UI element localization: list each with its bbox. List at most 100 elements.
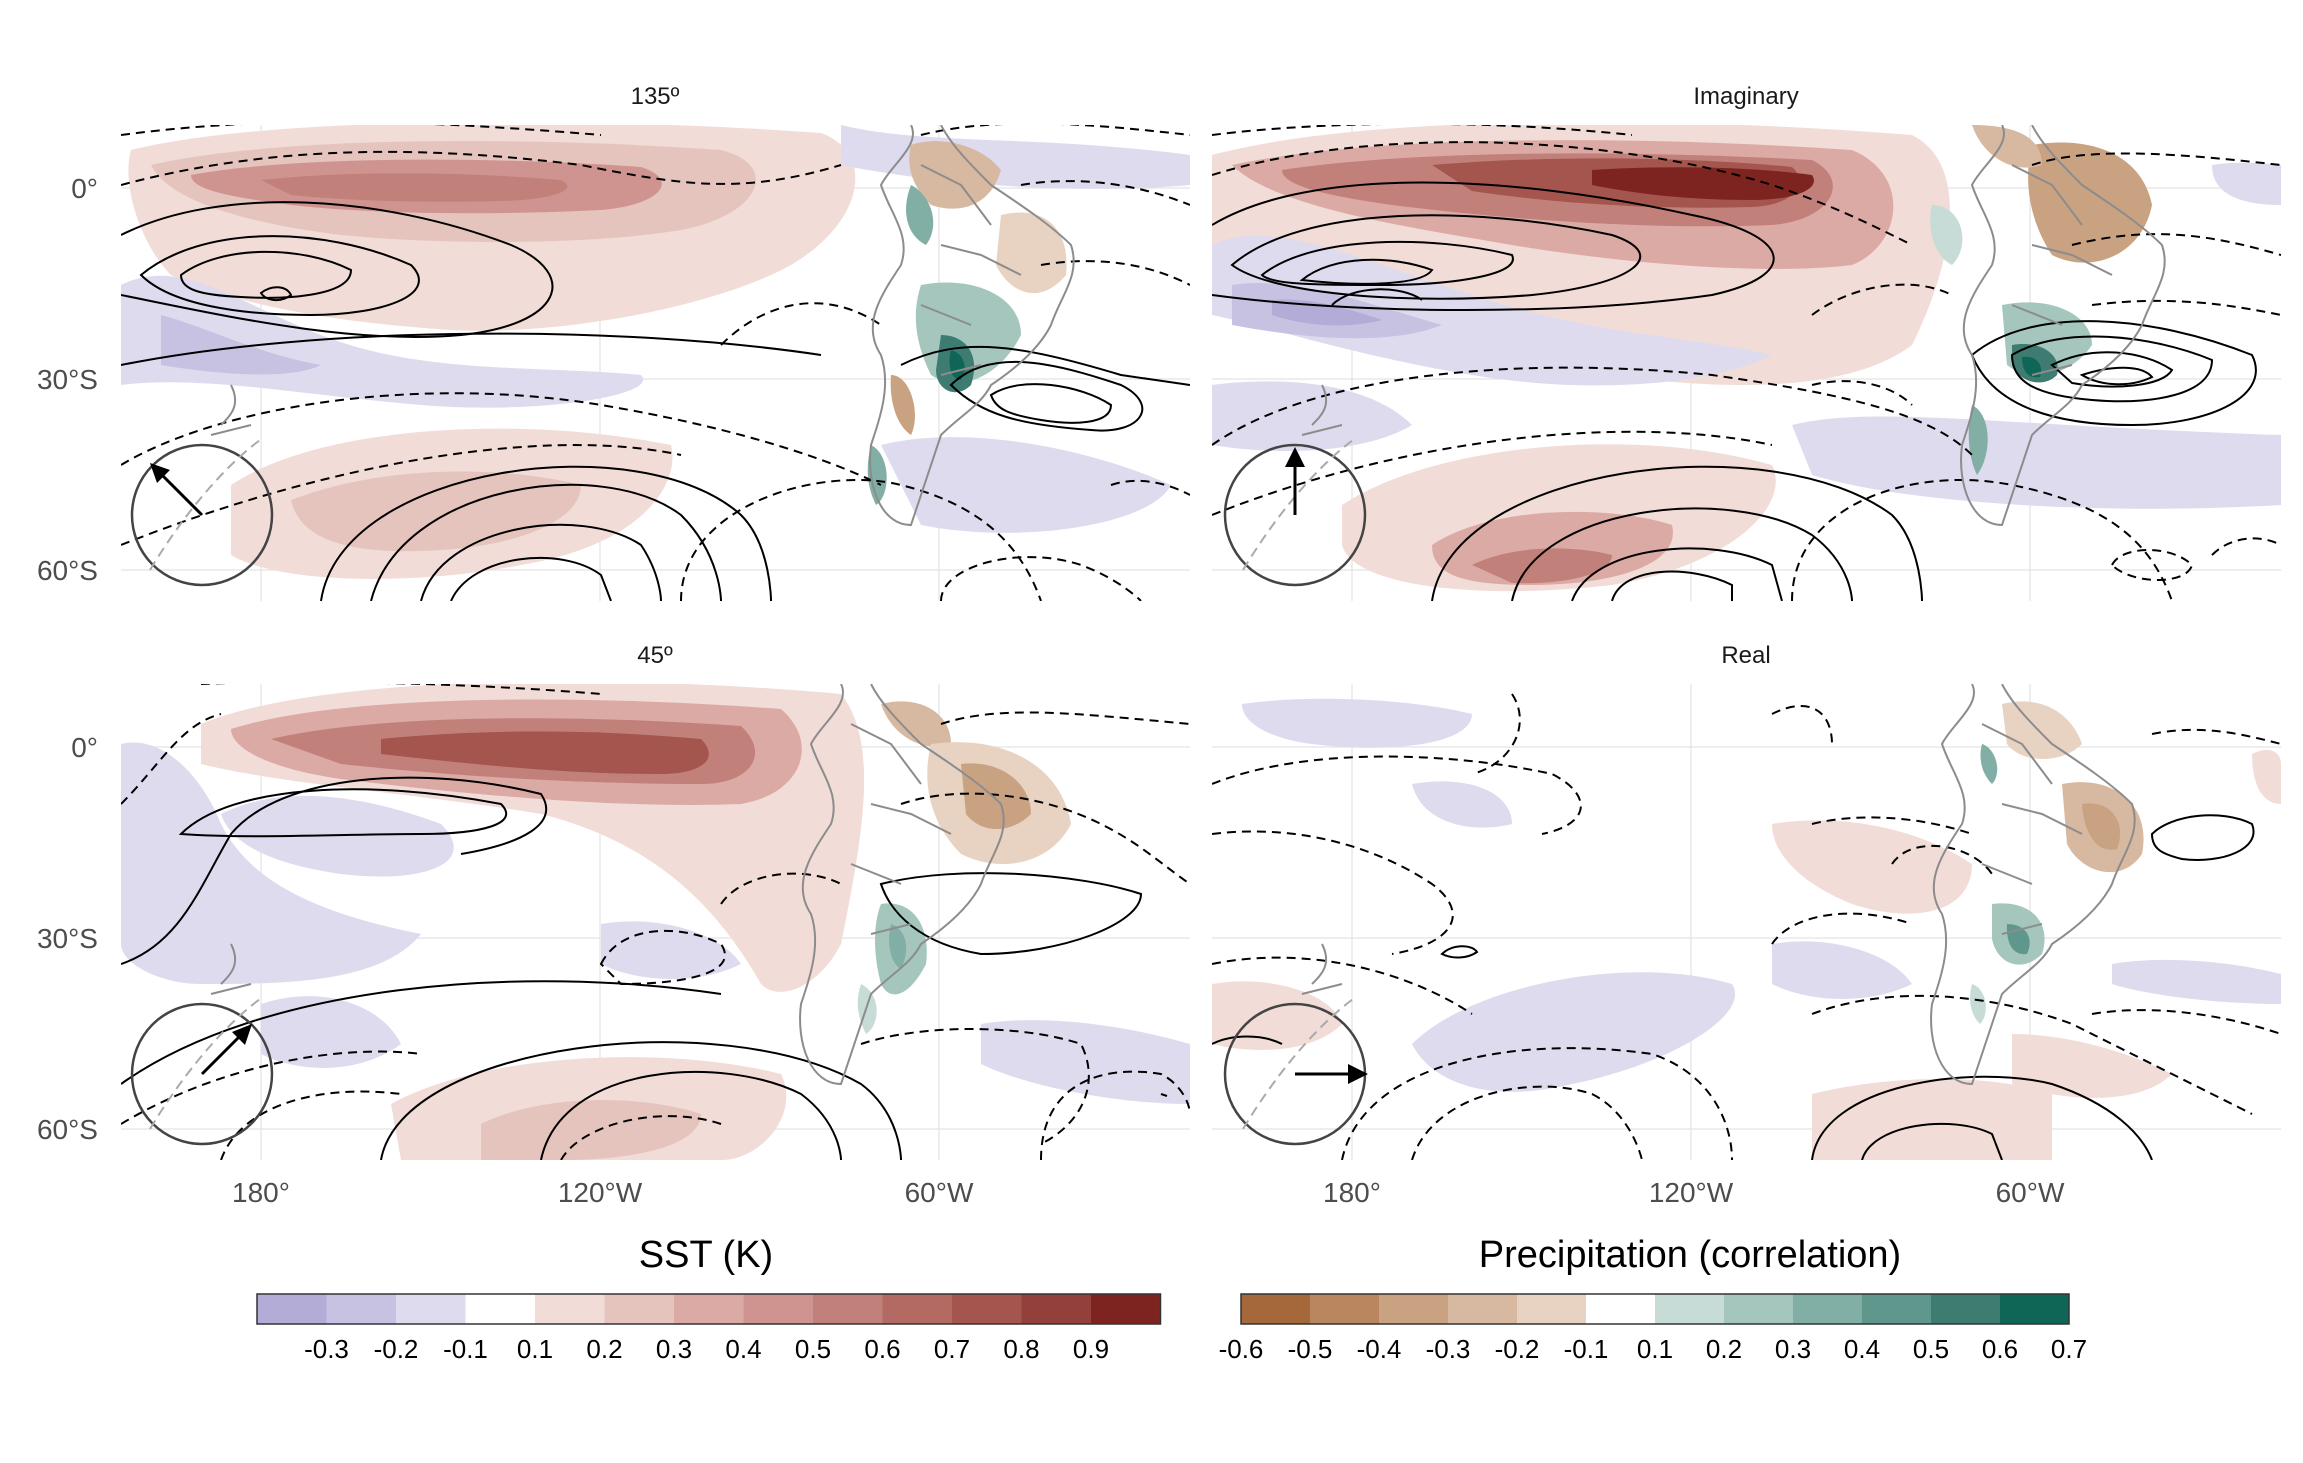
streamfunction-contours-negative bbox=[1212, 693, 2281, 1160]
lon-label-60w: 60°W bbox=[1996, 1177, 2065, 1208]
precip-color-step bbox=[1586, 1294, 1655, 1324]
panel-title: Imaginary bbox=[1693, 83, 1798, 110]
map-panel-imaginary: Imaginary bbox=[1212, 83, 2281, 601]
precip-color-step bbox=[1310, 1294, 1379, 1324]
sst-anomaly-field bbox=[1212, 698, 2281, 1160]
panel-title: 45º bbox=[637, 642, 673, 669]
sst-tick-label: -0.2 bbox=[374, 1334, 419, 1364]
sst-tick-label: 0.4 bbox=[725, 1334, 761, 1364]
precip-color-step bbox=[1448, 1294, 1517, 1324]
lat-label-30s: 30°S bbox=[37, 364, 98, 395]
lat-label-0: 0° bbox=[71, 732, 98, 763]
panel-title: 135º bbox=[631, 83, 680, 110]
coastlines bbox=[1301, 684, 2136, 1086]
precip-colorbar bbox=[1240, 1293, 2070, 1325]
phase-compass bbox=[1223, 439, 1367, 587]
sst-colorbar bbox=[256, 1293, 1162, 1325]
sst-tick-label: 0.9 bbox=[1073, 1334, 1109, 1364]
streamfunction-contours-negative bbox=[1212, 125, 2281, 601]
sst-color-step bbox=[326, 1294, 396, 1324]
precip-tick-label: -0.2 bbox=[1495, 1334, 1540, 1364]
sst-color-step bbox=[396, 1294, 466, 1324]
precip-tick-label: -0.4 bbox=[1357, 1334, 1402, 1364]
streamfunction-contours-negative bbox=[121, 125, 1190, 601]
sst-tick-label: 0.2 bbox=[586, 1334, 622, 1364]
precip-color-step bbox=[1517, 1294, 1586, 1324]
sst-color-step bbox=[1021, 1294, 1091, 1324]
sst-color-step bbox=[257, 1294, 327, 1324]
latitude-labels: 0° 30°S 60°S 0° 30°S 60°S bbox=[37, 173, 98, 1145]
precip-color-step bbox=[1655, 1294, 1724, 1324]
precip-legend: Precipitation (correlation) -0.6 -0.5 -0.4… bbox=[1219, 1234, 2087, 1364]
sst-color-step bbox=[1091, 1294, 1161, 1324]
sst-tick-label: 0.3 bbox=[656, 1334, 692, 1364]
sst-color-step bbox=[465, 1294, 535, 1324]
coastlines bbox=[210, 125, 1075, 527]
lat-label-60s: 60°S bbox=[37, 1114, 98, 1145]
sst-anomaly-field bbox=[121, 684, 1190, 1160]
precip-tick-label: 0.2 bbox=[1706, 1334, 1742, 1364]
precipitation-field bbox=[857, 701, 1071, 1034]
streamfunction-contours bbox=[121, 776, 1168, 1160]
sst-tick-label: -0.3 bbox=[304, 1334, 349, 1364]
phase-compass bbox=[130, 439, 274, 587]
precip-tick-label: -0.6 bbox=[1219, 1334, 1264, 1364]
sst-tick-label: 0.6 bbox=[864, 1334, 900, 1364]
sst-color-step bbox=[604, 1294, 674, 1324]
sst-color-step bbox=[813, 1294, 883, 1324]
precip-color-step bbox=[1931, 1294, 2000, 1324]
map-panel-real: Real bbox=[1212, 642, 2281, 1160]
sst-legend-title: SST (K) bbox=[639, 1234, 773, 1276]
precip-tick-label: 0.7 bbox=[2051, 1334, 2087, 1364]
precip-tick-label: -0.3 bbox=[1426, 1334, 1471, 1364]
precip-colorbar-frame bbox=[1240, 1293, 2070, 1325]
precip-tick-label: 0.1 bbox=[1637, 1334, 1673, 1364]
coastlines bbox=[210, 684, 1005, 1086]
phase-compass bbox=[1223, 998, 1368, 1146]
lon-label-60w: 60°W bbox=[905, 1177, 974, 1208]
precip-color-step bbox=[2000, 1294, 2069, 1324]
longitude-labels: 180° 120°W 60°W 180° 120°W 60°W bbox=[232, 1177, 2065, 1208]
precip-tick-label: 0.3 bbox=[1775, 1334, 1811, 1364]
sst-tick-label: -0.1 bbox=[443, 1334, 488, 1364]
sst-tick-label: 0.7 bbox=[934, 1334, 970, 1364]
streamfunction-contours-negative bbox=[121, 684, 1190, 1160]
precip-legend-title: Precipitation (correlation) bbox=[1479, 1234, 1901, 1276]
lon-label-120w: 120°W bbox=[558, 1177, 643, 1208]
coastlines bbox=[1301, 125, 2166, 527]
sst-color-step bbox=[952, 1294, 1022, 1324]
precip-tick-label: -0.5 bbox=[1288, 1334, 1333, 1364]
sst-colorbar-ticks: -0.3 -0.2 -0.1 0.1 0.2 0.3 0.4 0.5 0.6 0.7 0.8 0.9 bbox=[304, 1334, 1109, 1364]
gridlines bbox=[1212, 684, 2281, 1160]
sst-anomaly-field bbox=[121, 125, 1190, 579]
precip-tick-label: 0.5 bbox=[1913, 1334, 1949, 1364]
lon-label-120w: 120°W bbox=[1649, 1177, 1734, 1208]
sst-tick-label: 0.5 bbox=[795, 1334, 831, 1364]
map-panel-45: 45º bbox=[121, 642, 1190, 1160]
precip-color-step bbox=[1862, 1294, 1931, 1324]
map-panel-135: 135º bbox=[121, 83, 1190, 601]
precip-tick-label: 0.4 bbox=[1844, 1334, 1880, 1364]
precip-color-step bbox=[1379, 1294, 1448, 1324]
lon-label-180: 180° bbox=[1323, 1177, 1381, 1208]
lat-label-0: 0° bbox=[71, 173, 98, 204]
sst-color-step bbox=[535, 1294, 605, 1324]
lon-label-180: 180° bbox=[232, 1177, 290, 1208]
phase-compass bbox=[130, 998, 274, 1146]
sst-color-step bbox=[674, 1294, 744, 1324]
precip-colorbar-ticks: -0.6 -0.5 -0.4 -0.3 -0.2 -0.1 0.1 0.2 0.3 0.4 0.5 0… bbox=[1219, 1334, 2087, 1364]
precipitation-field bbox=[1970, 701, 2144, 1024]
precip-tick-label: 0.6 bbox=[1982, 1334, 2018, 1364]
lat-label-30s: 30°S bbox=[37, 923, 98, 954]
precipitation-field bbox=[867, 141, 1067, 505]
precip-tick-label: -0.1 bbox=[1564, 1334, 1609, 1364]
precip-color-step bbox=[1793, 1294, 1862, 1324]
streamfunction-contours bbox=[121, 201, 1190, 601]
panel-title: Real bbox=[1721, 642, 1770, 669]
streamfunction-contours bbox=[1212, 181, 2257, 601]
precip-color-step bbox=[1724, 1294, 1793, 1324]
sst-tick-label: 0.8 bbox=[1003, 1334, 1039, 1364]
sst-tick-label: 0.1 bbox=[517, 1334, 553, 1364]
sst-legend: SST (K) -0.3 -0.2 -0.1 0.1 0.2 0.3 0.4 0.5 0.6 0.… bbox=[256, 1234, 1162, 1364]
